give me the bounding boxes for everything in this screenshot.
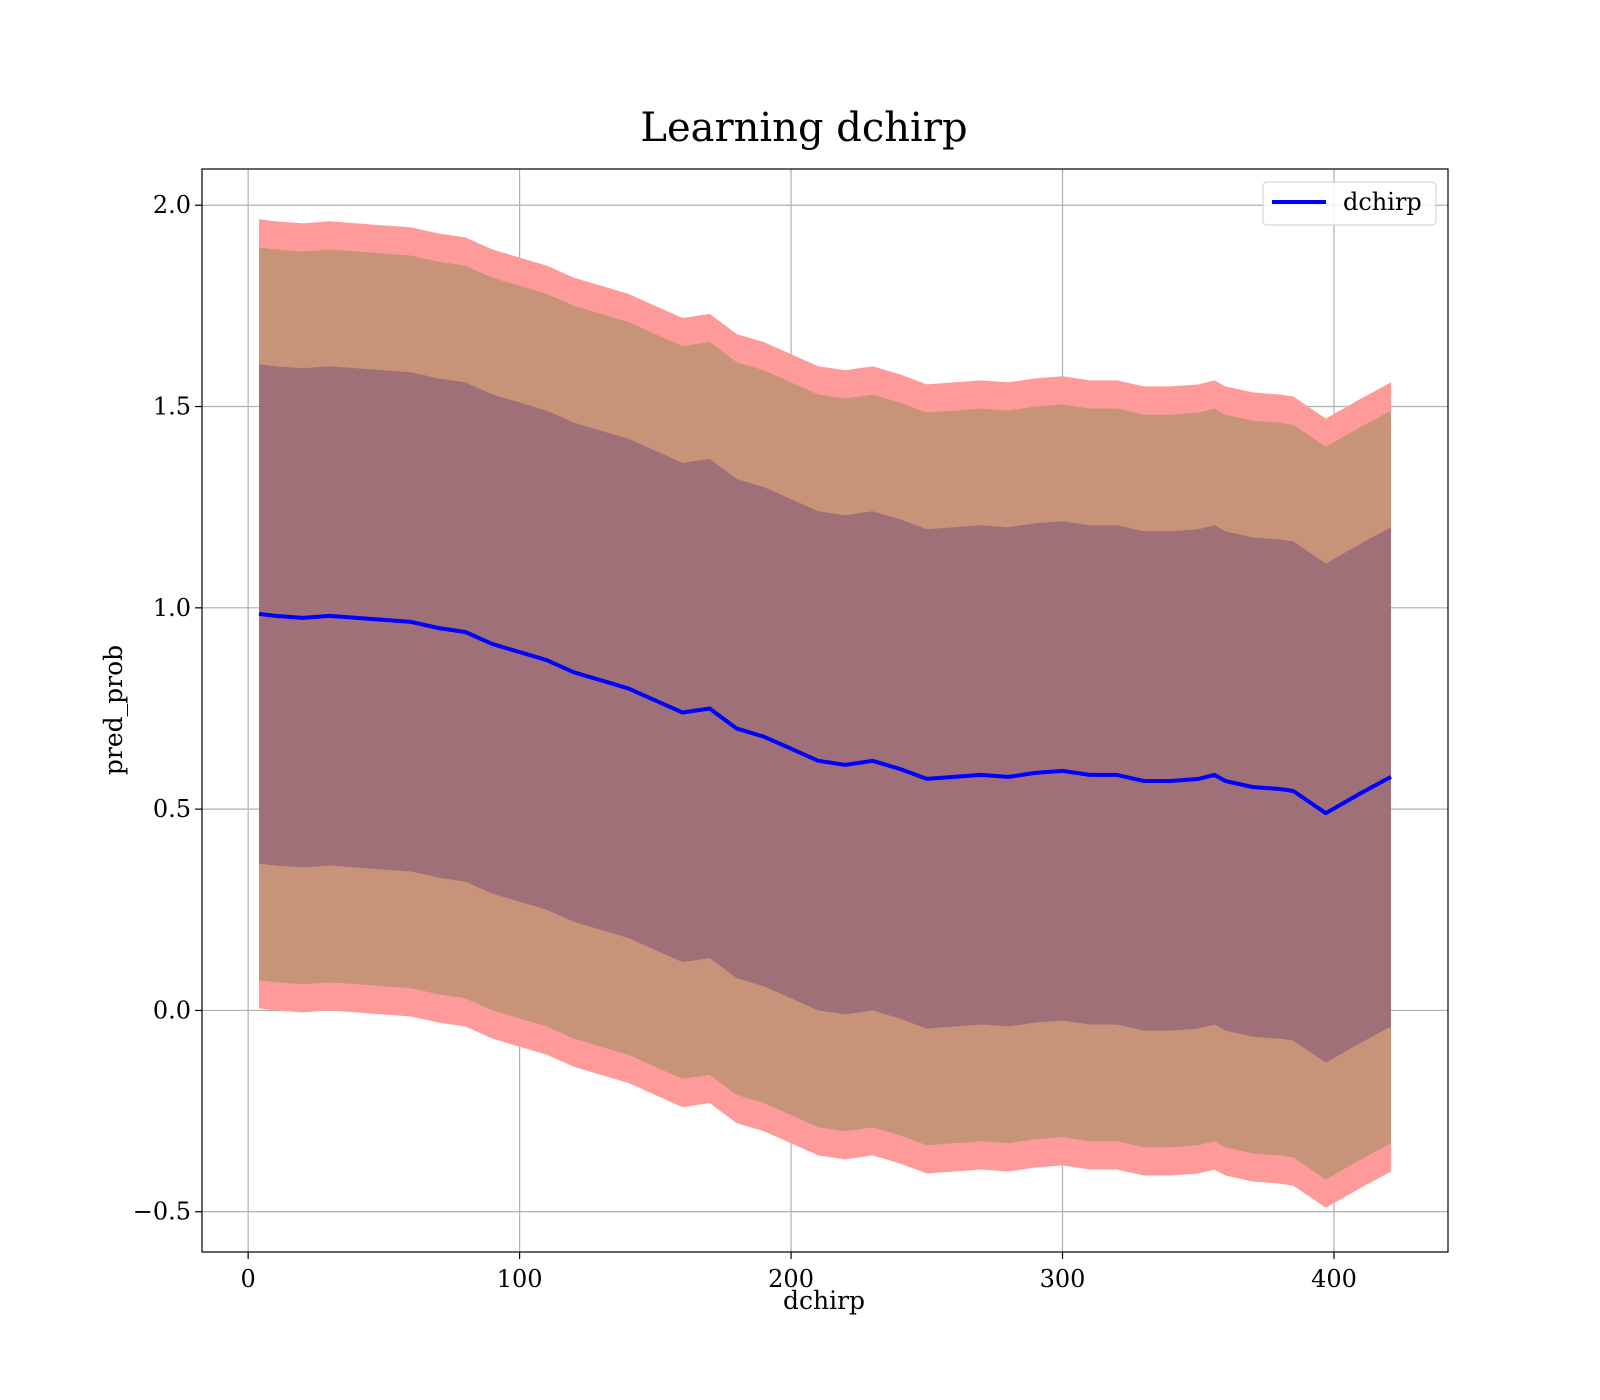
x-tick-label-1: 100 <box>497 1265 543 1293</box>
x-tick-label-4: 400 <box>1311 1265 1357 1293</box>
y-axis-label: pred_prob <box>99 645 128 775</box>
series-lines <box>258 611 1392 816</box>
x-tick-label-0: 0 <box>241 1265 256 1293</box>
series-line-dchirp <box>258 611 1392 816</box>
x-axis-label: dchirp <box>783 1286 865 1315</box>
legend-box <box>1262 181 1437 226</box>
chart-title: Learning dchirp <box>640 105 967 151</box>
uncertainty-bands <box>259 219 1391 1208</box>
x-tick-label-3: 300 <box>1040 1265 1086 1293</box>
x-tick-label-2: 200 <box>768 1265 814 1293</box>
y-tick-label-5: 2.0 <box>153 191 191 219</box>
y-tick-label-2: 0.5 <box>153 795 191 823</box>
y-tick-label-0: −0.5 <box>133 1198 191 1226</box>
band-inner <box>259 364 1391 1063</box>
y-tick-label-3: 1.0 <box>153 594 191 622</box>
axis-ticks: 0 100 200 300 400 −0.5 0.0 0.5 1.0 1.5 2.0 <box>133 191 1357 1293</box>
y-tick-label-4: 1.5 <box>153 393 191 421</box>
plot-frame <box>201 168 1449 1253</box>
y-tick-label-1: 0.0 <box>153 996 191 1024</box>
legend: dchirp <box>1262 181 1437 226</box>
legend-label-dchirp: dchirp <box>1343 188 1422 216</box>
